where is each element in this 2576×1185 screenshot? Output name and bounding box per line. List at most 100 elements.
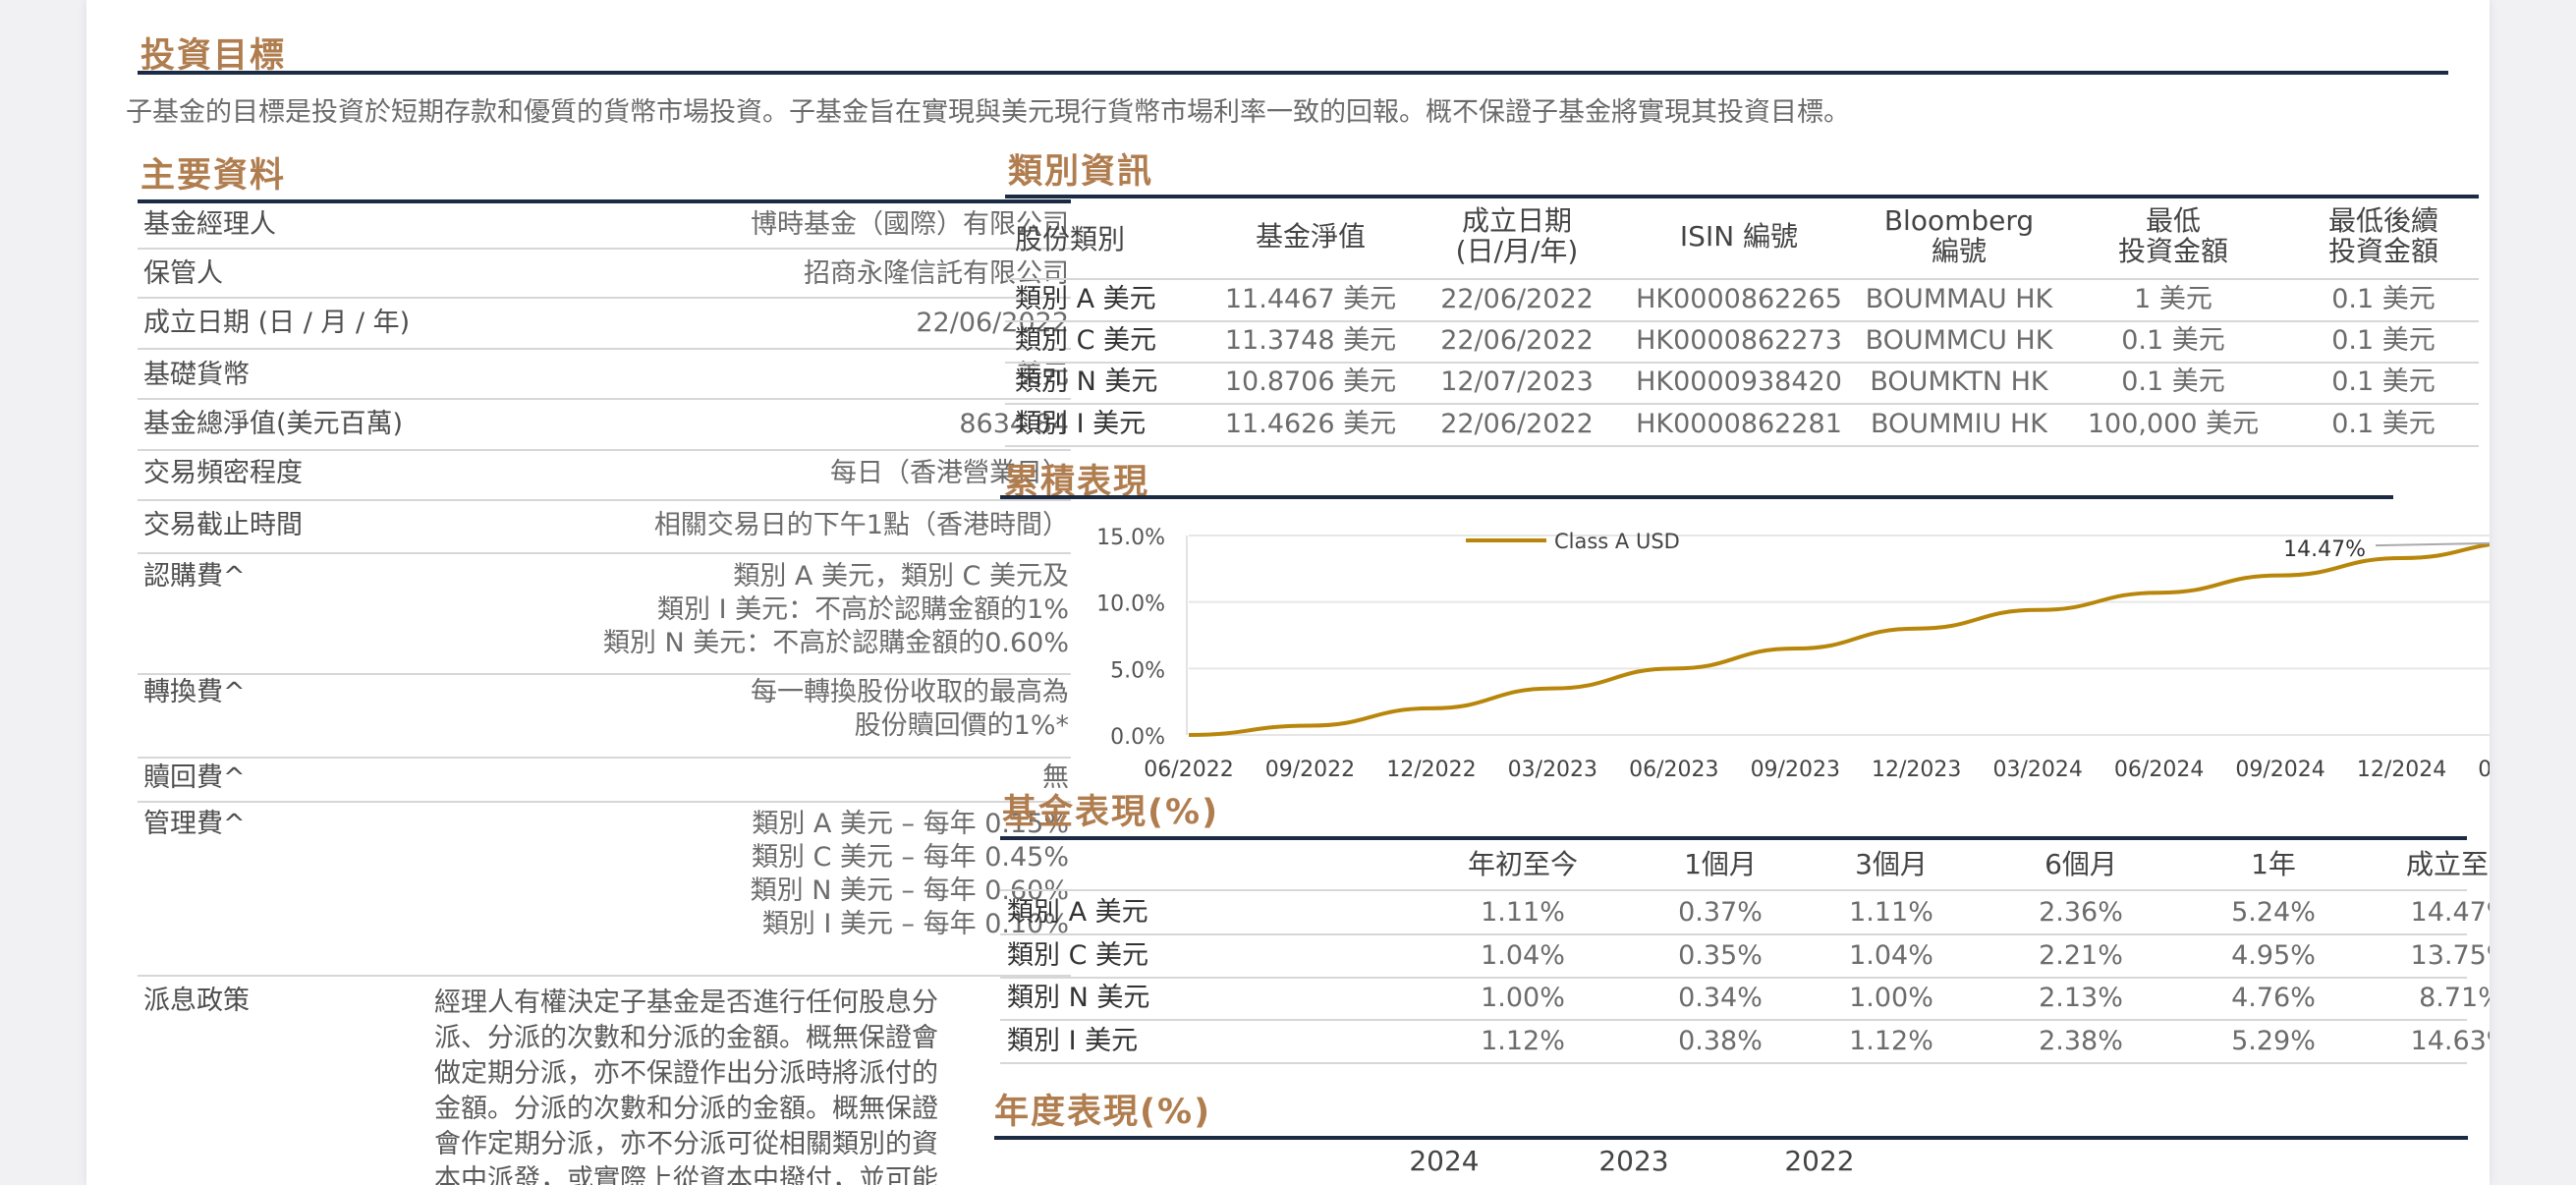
key-info-label: 轉換費^ [143,677,246,707]
row-divider [1000,977,2467,979]
cumulative-rule [1000,495,2393,499]
annotation-label: 14.47% [2283,537,2366,562]
dividend-text: 會作定期分派，亦不分派可從相關類別的資 [434,1129,938,1159]
class-header: 基金淨值 [1255,220,1366,253]
key-info-label: 成立日期 (日 / 月 / 年) [143,308,411,338]
class-cell: 12/07/2023 [1440,367,1594,397]
key-info-value: 相關交易日的下午1點（香港時間） [653,510,1069,540]
series-line-class-a-usd [1188,542,2490,737]
class-cell: 1 美元 [2134,284,2212,314]
class-cell: 類別 A 美元 [1015,284,1156,314]
class-cell: BOUMMAU HK [1865,284,2053,314]
x-tick-label: 06/2023 [1629,758,1718,782]
perf-header: 1年 [2251,848,2296,880]
row-divider [1000,933,2467,935]
class-cell: HK0000938420 [1636,367,1842,397]
key-info-label: 基金總淨值(美元百萬) [143,409,404,439]
class-cell: 22/06/2022 [1440,325,1594,356]
class-header: ISIN 編號 [1679,220,1799,253]
class-cell: 類別 I 美元 [1015,409,1147,439]
key-info-value: 類別 A 美元 – 每年 0.15% [752,809,1069,839]
key-info-value: 股份贖回價的1%* [854,710,1069,741]
key-info-value: 類別 N 美元：不高於認購金額的0.60% [602,628,1069,658]
row-divider [1005,320,2479,322]
class-header: 最低 投資金額 [2117,204,2228,267]
annual-header: 2024 [1409,1145,1480,1177]
perf-header: 成立至今 [2405,848,2490,880]
class-header: 最低後續 投資金額 [2327,204,2438,267]
class-cell: 22/06/2022 [1440,409,1594,439]
key-info-value: 美元 [1016,360,1069,390]
header-divider [1000,889,2467,891]
x-tick-label: 03/2024 [1992,758,2082,782]
x-tick-label: 09/2024 [2235,758,2324,782]
key-info-title: 主要資料 [140,156,287,196]
row-divider [1005,403,2479,405]
cumulative-title: 累積表現 [1004,463,1150,502]
class-header: 股份類別 [1015,223,1126,255]
annual-perf-title: 年度表現(%) [994,1093,1212,1132]
perf-cell: 1.04% [1481,940,1565,971]
row-divider [138,449,1071,451]
key-info-value: 每日（香港營業日） [830,458,1069,488]
class-cell: BOUMKTN HK [1870,367,2048,397]
class-cell: 0.1 美元 [2331,325,2436,356]
perf-cell: 0.34% [1678,983,1763,1013]
perf-cell: 1.11% [1849,897,1933,928]
perf-cell: 1.00% [1481,983,1565,1013]
class-cell: 11.4467 美元 [1224,284,1397,314]
annual-header: 2022 [1784,1145,1855,1177]
row-divider [138,801,1071,803]
class-cell: 類別 N 美元 [1015,367,1158,397]
row-divider [138,673,1071,675]
class-cell: 22/06/2022 [1440,284,1594,314]
annotation-leader [2375,541,2490,547]
y-tick-label: 0.0% [1110,725,1165,750]
class-cell: BOUMMIU HK [1871,409,2047,439]
class-cell: BOUMMCU HK [1865,325,2053,356]
class-cell: 10.8706 美元 [1224,367,1397,397]
key-info-value: 類別 I 美元：不高於認購金額的1% [657,594,1069,625]
row-divider [1000,1019,2467,1021]
y-tick-label: 15.0% [1096,526,1165,550]
x-tick-label: 06/2024 [2114,758,2204,782]
factsheet-page: 投資目標 子基金的目標是投資於短期存款和優質的貨幣市場投資。子基金旨在實現與美元… [86,0,2490,1185]
key-info-label: 管理費^ [143,809,246,839]
x-tick-label: 12/2022 [1386,758,1476,782]
dividend-text: 經理人有權決定子基金是否進行任何股息分 [434,988,938,1018]
legend-label: Class A USD [1554,530,1680,553]
key-info-label: 認購費^ [143,561,246,592]
perf-cell: 13.75% [2410,940,2490,971]
class-cell: HK0000862265 [1636,284,1842,314]
x-tick-label: 03/2025 [2478,758,2490,782]
header-divider [1005,278,2479,280]
class-cell: 0.1 美元 [2331,367,2436,397]
key-info-value: 類別 A 美元，類別 C 美元及 [733,561,1069,592]
perf-cell: 14.63% [2410,1026,2490,1056]
perf-cell: 類別 N 美元 [1007,983,1150,1013]
class-cell: 0.1 美元 [2121,367,2225,397]
dividend-text: 做定期分派，亦不保證作出分派時將派付的 [434,1058,938,1089]
dividend-text: 本中派發，或實際上從資本中撥付，並可能 [434,1164,938,1185]
perf-cell: 類別 C 美元 [1007,940,1149,971]
x-tick-label: 03/2023 [1508,758,1597,782]
fund-perf-title: 基金表現(%) [1002,793,1220,832]
x-tick-label: 12/2024 [2357,758,2446,782]
class-info-title: 類別資訊 [1008,152,1154,192]
perf-cell: 1.00% [1849,983,1933,1013]
key-info-value: 每一轉換股份收取的最高為 [751,677,1069,707]
row-divider [138,248,1071,250]
class-header: Bloomberg 編號 [1883,204,2035,267]
perf-cell: 4.76% [2231,983,2316,1013]
class-cell: HK0000862273 [1636,325,1842,356]
key-info-label: 保管人 [143,258,223,289]
perf-cell: 2.13% [2039,983,2123,1013]
perf-cell: 0.35% [1678,940,1763,971]
dividend-text: 金額。分派的次數和分派的金額。概無保證 [434,1094,938,1124]
key-info-value: 22/06/2022 [916,308,1069,338]
x-tick-label: 09/2022 [1265,758,1355,782]
perf-cell: 2.21% [2039,940,2123,971]
key-info-label: 基礎貨幣 [143,360,250,390]
row-divider [138,398,1071,400]
perf-cell: 2.38% [2039,1026,2123,1056]
